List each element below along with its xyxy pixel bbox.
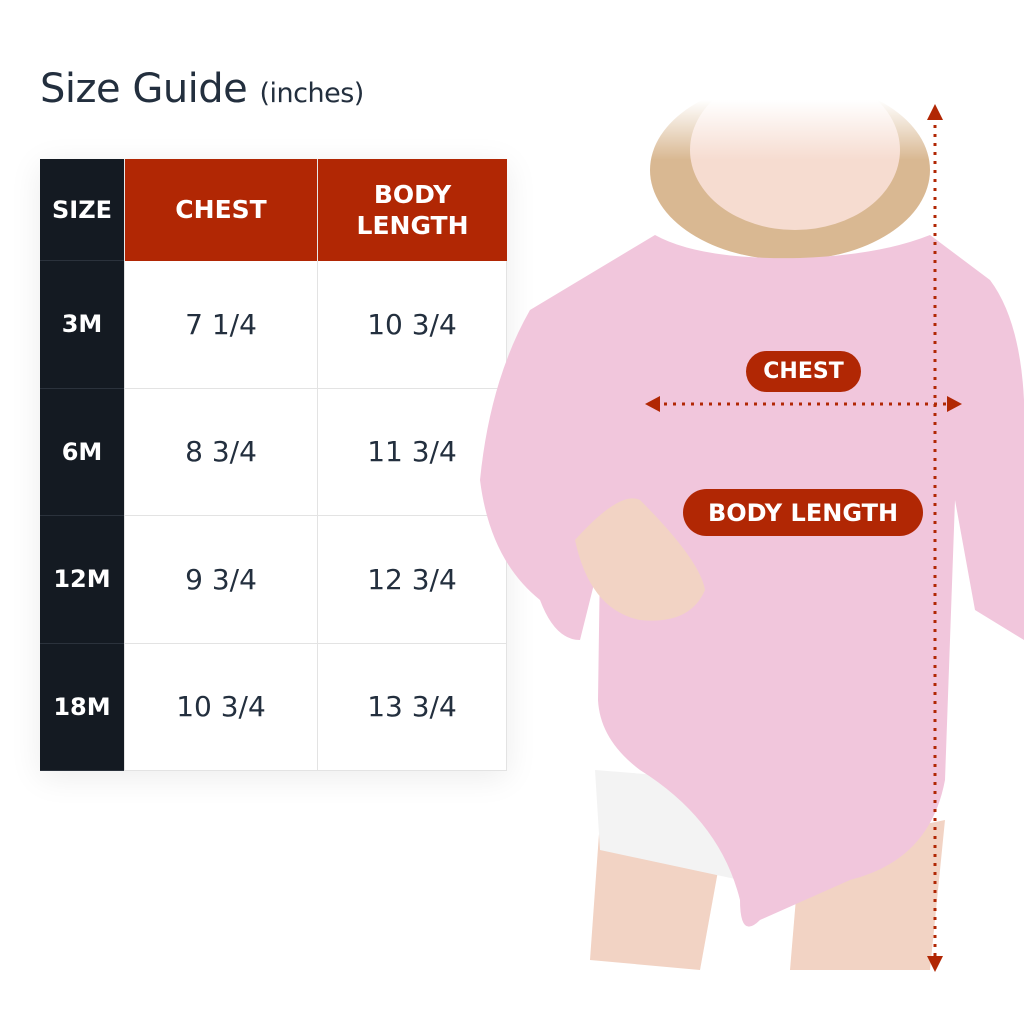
size-table: SIZE CHEST BODY LENGTH 3M 7 1/4 10 3/4 6… xyxy=(40,159,507,771)
row-body-length: 13 3/4 xyxy=(317,643,507,771)
header-body-length: BODY LENGTH xyxy=(317,159,507,261)
body-length-label: BODY LENGTH xyxy=(683,489,923,536)
title-unit: (inches) xyxy=(259,78,365,109)
chest-measure-arrow xyxy=(645,396,962,412)
row-size: 18M xyxy=(40,643,124,771)
row-body-length: 10 3/4 xyxy=(317,261,507,389)
row-body-length: 11 3/4 xyxy=(317,388,507,516)
page-title: Size Guide (inches) xyxy=(40,66,364,112)
row-chest: 7 1/4 xyxy=(124,261,317,389)
chest-label: CHEST xyxy=(746,351,861,392)
row-size: 3M xyxy=(40,261,124,389)
header-size: SIZE xyxy=(40,159,124,261)
row-chest: 9 3/4 xyxy=(124,516,317,644)
body-length-measure-arrow xyxy=(927,104,943,972)
baby-bodysuit-illustration xyxy=(480,100,1024,972)
hand xyxy=(575,498,705,621)
row-size: 6M xyxy=(40,388,124,516)
row-size: 12M xyxy=(40,516,124,644)
row-body-length: 12 3/4 xyxy=(317,516,507,644)
row-chest: 8 3/4 xyxy=(124,388,317,516)
header-chest: CHEST xyxy=(124,159,317,261)
bodysuit xyxy=(480,235,1024,927)
title-main: Size Guide xyxy=(40,66,248,112)
row-chest: 10 3/4 xyxy=(124,643,317,771)
